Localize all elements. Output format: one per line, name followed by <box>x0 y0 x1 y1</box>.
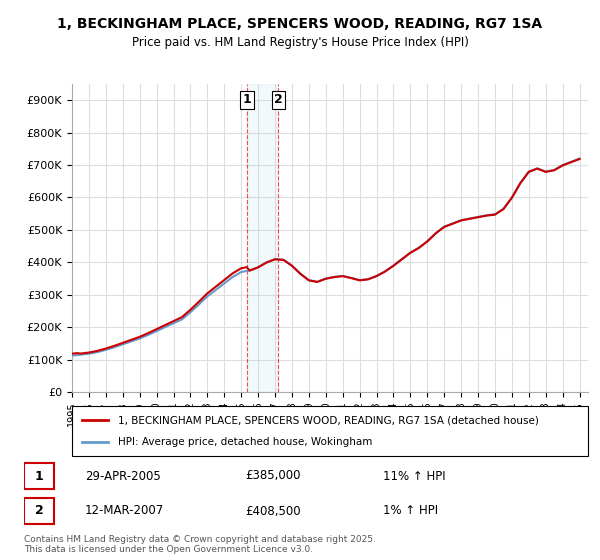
Text: £408,500: £408,500 <box>245 505 301 517</box>
Text: 2: 2 <box>35 505 43 517</box>
FancyBboxPatch shape <box>24 498 55 524</box>
Bar <box>247 84 278 392</box>
Text: 12-MAR-2007: 12-MAR-2007 <box>85 505 164 517</box>
Text: £385,000: £385,000 <box>245 469 301 483</box>
Text: 1, BECKINGHAM PLACE, SPENCERS WOOD, READING, RG7 1SA: 1, BECKINGHAM PLACE, SPENCERS WOOD, READ… <box>58 17 542 31</box>
Text: Price paid vs. HM Land Registry's House Price Index (HPI): Price paid vs. HM Land Registry's House … <box>131 36 469 49</box>
Text: 11% ↑ HPI: 11% ↑ HPI <box>383 469 445 483</box>
Text: 1, BECKINGHAM PLACE, SPENCERS WOOD, READING, RG7 1SA (detached house): 1, BECKINGHAM PLACE, SPENCERS WOOD, READ… <box>118 415 539 425</box>
Text: Contains HM Land Registry data © Crown copyright and database right 2025.
This d: Contains HM Land Registry data © Crown c… <box>24 535 376 554</box>
Text: 29-APR-2005: 29-APR-2005 <box>85 469 160 483</box>
Text: 1: 1 <box>35 469 43 483</box>
Text: 1% ↑ HPI: 1% ↑ HPI <box>383 505 438 517</box>
Text: 1: 1 <box>242 93 251 106</box>
Text: 2: 2 <box>274 93 283 106</box>
Text: HPI: Average price, detached house, Wokingham: HPI: Average price, detached house, Woki… <box>118 437 373 447</box>
FancyBboxPatch shape <box>72 406 588 456</box>
FancyBboxPatch shape <box>24 464 55 488</box>
